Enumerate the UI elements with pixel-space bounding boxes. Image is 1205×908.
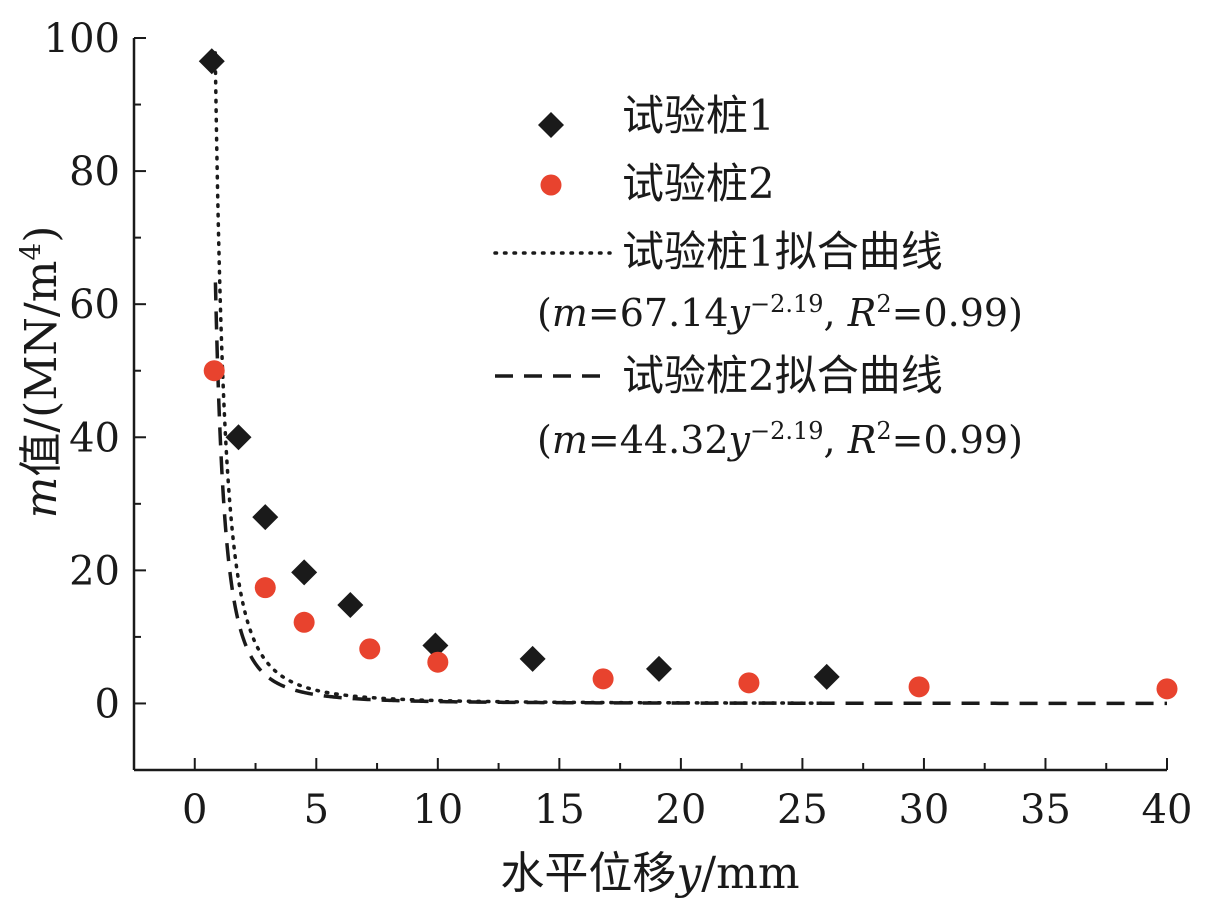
series-1-point bbox=[337, 591, 364, 618]
series-2-point bbox=[908, 676, 930, 698]
legend-label-fit-2: 试验桩2拟合曲线 bbox=[622, 351, 943, 400]
tick-layer bbox=[134, 37, 1168, 771]
series-2-point bbox=[203, 360, 225, 382]
series-1-point bbox=[519, 645, 546, 672]
series-2-point bbox=[592, 668, 614, 690]
series-2-point bbox=[738, 672, 760, 694]
x-tick-label: 30 bbox=[898, 787, 949, 833]
fit-2-equation: (m=44.32y−2.19, R2=0.99) bbox=[537, 417, 1023, 462]
series-1-point bbox=[422, 632, 449, 659]
legend-label-fit-1: 试验桩1拟合曲线 bbox=[622, 227, 943, 276]
axes: 0 5 10 15 20 25 30 35 40 0 20 40 60 80 100 bbox=[44, 16, 1193, 833]
y-tick-label: 60 bbox=[69, 282, 120, 328]
series-1-point bbox=[225, 424, 252, 451]
x-tick-label: 15 bbox=[534, 787, 585, 833]
series-1-point bbox=[646, 655, 673, 682]
series-2-point bbox=[1156, 678, 1178, 700]
series-1-point bbox=[252, 504, 279, 531]
y-axis-title: m值/(MN/m4) bbox=[14, 226, 68, 519]
fit-curves bbox=[213, 51, 1167, 706]
y-tick-label: 80 bbox=[69, 149, 120, 195]
legend-label-series-1: 试验桩1 bbox=[622, 91, 775, 140]
x-tick-label: 20 bbox=[655, 787, 706, 833]
legend-label-series-2: 试验桩2 bbox=[622, 159, 775, 208]
data-points bbox=[198, 48, 1178, 700]
series-1-point bbox=[291, 559, 318, 586]
series-2-point bbox=[359, 638, 381, 660]
x-tick-label: 10 bbox=[412, 787, 463, 833]
x-axis-title: 水平位移y/mm bbox=[500, 848, 799, 899]
x-tick-label: 0 bbox=[182, 787, 207, 833]
series-2-point bbox=[427, 651, 449, 673]
legend-marker-diamond bbox=[538, 112, 564, 138]
series-2-point bbox=[254, 577, 276, 599]
y-tick-label: 40 bbox=[69, 415, 120, 461]
series-1-point bbox=[813, 663, 840, 690]
x-tick-label: 5 bbox=[304, 787, 329, 833]
y-tick-label: 20 bbox=[69, 548, 120, 594]
legend: 试验桩1 试验桩2 试验桩1拟合曲线 (m=67.14y−2.19, R2=0.… bbox=[493, 91, 1023, 462]
x-tick-label: 40 bbox=[1142, 787, 1193, 833]
fit-1-equation: (m=67.14y−2.19, R2=0.99) bbox=[537, 290, 1023, 335]
fit-curve-2 bbox=[213, 282, 1167, 706]
series-2-point bbox=[293, 611, 315, 633]
series-1-point bbox=[198, 48, 225, 75]
y-tick-label: 100 bbox=[44, 16, 120, 62]
x-tick-label: 25 bbox=[777, 787, 828, 833]
x-tick-label: 35 bbox=[1020, 787, 1071, 833]
legend-marker-circle bbox=[540, 174, 562, 196]
y-tick-label: 0 bbox=[95, 681, 120, 727]
